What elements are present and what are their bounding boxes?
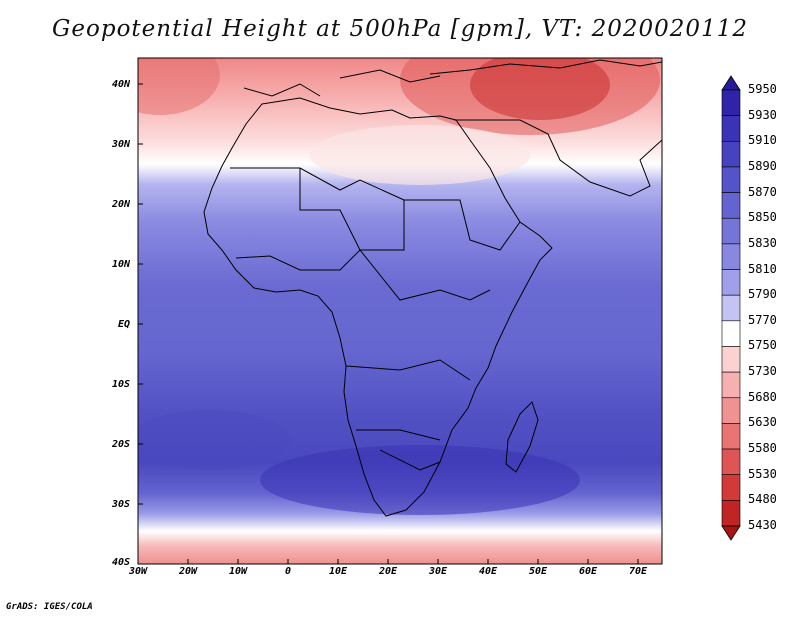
lon-label-30e: 30E [428, 566, 448, 577]
colorbar-tick-label: 5430 [748, 518, 777, 532]
colorbar-tick-label: 5810 [748, 261, 777, 276]
colorbar-tick-label: 5930 [748, 107, 777, 122]
colorbar-segment [721, 140, 741, 168]
lat-label-10s: 10S [111, 379, 130, 390]
colorbar-tick-label: 5580 [748, 441, 777, 456]
colorbar-tick-label: 5950 [748, 82, 777, 96]
lat-label-20s: 20S [111, 439, 130, 450]
lon-label-50e: 50E [528, 566, 548, 577]
axis-ticks [138, 83, 639, 564]
colorbar-segment [721, 525, 741, 541]
lon-label-10w: 10W [228, 566, 248, 577]
colorbar-tick-label: 5830 [748, 235, 777, 250]
colorbar-segment [721, 166, 741, 193]
colorbar-segment [721, 448, 741, 476]
lat-label-40n: 40N [111, 79, 130, 90]
colorbar-segment [721, 294, 741, 322]
colorbar-tick-label: 5680 [748, 389, 777, 404]
colorbar-tick-label: 5750 [748, 338, 777, 353]
lat-label-20n: 20N [111, 199, 130, 210]
colorbar-segment [721, 115, 741, 142]
colorbar-segment [721, 243, 741, 270]
colorbar-segment [721, 320, 741, 347]
lat-label-10n: 10N [111, 259, 130, 270]
chart-title: Geopotential Height at 500hPa [gpm], VT:… [52, 16, 748, 42]
colorbar-segment [721, 500, 741, 527]
colorbar-segment [721, 217, 741, 245]
colorbar-tick-label: 5770 [748, 312, 777, 327]
lon-label-40e: 40E [478, 566, 498, 577]
lat-label-30s: 30S [111, 499, 130, 510]
colorbar-segment [721, 346, 741, 373]
height-field [138, 58, 662, 564]
lon-label-20w: 20W [178, 566, 198, 577]
lat-label-40s: 40S [111, 557, 130, 568]
colorbar-tick-label: 5530 [748, 466, 777, 481]
colorbar-tick-label: 5730 [748, 364, 777, 379]
colorbar-tick-label: 5480 [748, 492, 777, 507]
colorbar-tick-label: 5630 [748, 415, 777, 430]
colorbar-segment [721, 192, 741, 219]
colorbar-tick-label: 5790 [748, 287, 777, 302]
lon-label-70e: 70E [628, 566, 648, 577]
colorbar-tick-label: 5890 [748, 158, 777, 173]
colorbar-segment [721, 75, 741, 91]
grads-credit: GrADS: IGES/COLA [6, 602, 93, 612]
coastlines [203, 59, 662, 517]
lon-label-0: 0 [284, 566, 292, 577]
colorbar-segment [721, 474, 741, 501]
colorbar-segment [721, 423, 741, 450]
lon-label-20e: 20E [378, 566, 398, 577]
lon-label-60e: 60E [578, 566, 598, 577]
colorbar [721, 75, 741, 541]
lat-label-eq: EQ [117, 319, 130, 330]
plot-frame [137, 57, 663, 565]
lat-label-30n: 30N [111, 139, 130, 150]
colorbar-tick-label: 5870 [748, 184, 777, 199]
colorbar-segment [721, 89, 741, 116]
lon-label-30w: 30W [128, 566, 148, 577]
lon-label-10e: 10E [328, 566, 348, 577]
colorbar-segment [721, 269, 741, 296]
colorbar-tick-label: 5910 [748, 133, 777, 148]
colorbar-tick-label: 5850 [748, 210, 777, 225]
colorbar-segment [721, 371, 741, 399]
colorbar-segment [721, 397, 741, 424]
